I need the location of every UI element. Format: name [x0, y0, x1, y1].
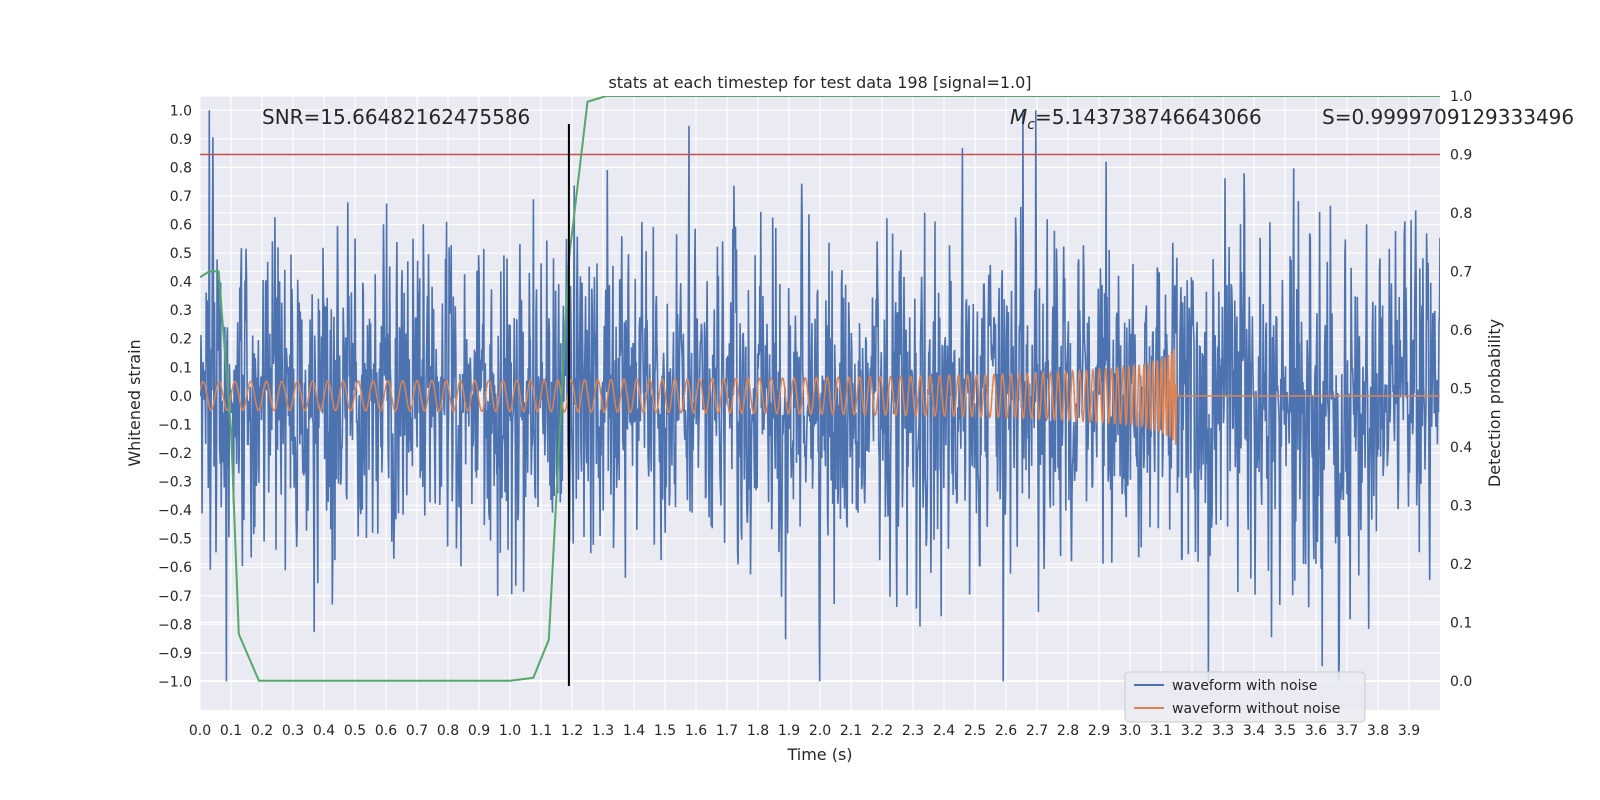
x-tick-label: 1.6 — [685, 723, 707, 739]
x-tick-label: 1.5 — [654, 723, 676, 739]
x-tick-label: 2.7 — [1026, 723, 1048, 739]
x-tick-label: 0.3 — [282, 723, 304, 739]
series-detection-probability — [200, 96, 1440, 682]
x-tick-label: 3.2 — [1181, 723, 1203, 739]
x-tick-label: 3.1 — [1150, 723, 1172, 739]
chirp-mass-value: =5.143738746643066 — [1035, 105, 1262, 129]
x-tick-label: 3.5 — [1274, 723, 1296, 739]
y2-tick-label: 0.5 — [1450, 381, 1472, 397]
x-axis-label: Time (s) — [786, 745, 852, 764]
y-axis-ticks: −1.0 −0.9 −0.8 −0.7 −0.6 −0.5 −0.4 −0.3 −0.2 −0.1… — [158, 103, 192, 690]
x-tick-label: 0.6 — [375, 723, 397, 739]
y2-axis-label: Detection probability — [1485, 319, 1504, 487]
x-tick-label: 3.8 — [1367, 723, 1389, 739]
legend-label-clean: waveform without noise — [1172, 701, 1340, 717]
x-tick-label: 0.0 — [189, 723, 211, 739]
legend: waveform with noise waveform without noi… — [1124, 671, 1366, 723]
y-tick-label: −0.7 — [158, 589, 192, 605]
y2-tick-label: 0.7 — [1450, 264, 1472, 280]
y-tick-label: 0.8 — [170, 160, 192, 176]
y-tick-label: 0.4 — [170, 275, 192, 291]
x-tick-label: 0.8 — [437, 723, 459, 739]
x-tick-label: 0.7 — [406, 723, 428, 739]
x-tick-label: 0.9 — [468, 723, 490, 739]
x-tick-label: 0.5 — [344, 723, 366, 739]
y-tick-label: 0.1 — [170, 360, 192, 376]
x-tick-label: 3.4 — [1243, 723, 1265, 739]
y-tick-label: −0.4 — [158, 503, 192, 519]
series-waveform-without-noise — [200, 348, 1440, 445]
y2-axis-ticks: 0.0 0.1 0.2 0.3 0.4 0.5 0.6 0.7 0.8 0.9 1.0 — [1450, 89, 1472, 690]
legend-box — [1124, 671, 1366, 723]
x-tick-label: 0.1 — [220, 723, 242, 739]
x-tick-label: 1.4 — [623, 723, 645, 739]
x-tick-label: 1.3 — [592, 723, 614, 739]
y2-tick-label: 0.6 — [1450, 323, 1472, 339]
y-tick-label: −1.0 — [158, 674, 192, 690]
y-tick-label: −0.6 — [158, 560, 192, 576]
y-tick-label: 0.5 — [170, 246, 192, 262]
legend-label-noise: waveform with noise — [1172, 678, 1317, 694]
y2-tick-label: 0.3 — [1450, 498, 1472, 514]
x-tick-label: 2.0 — [809, 723, 831, 739]
chirp-mass-annotation: Mc=5.143738746643066 — [1010, 105, 1262, 133]
y2-tick-label: 0.0 — [1450, 674, 1472, 690]
y-tick-label: −0.8 — [158, 617, 192, 633]
y2-tick-label: 0.4 — [1450, 440, 1472, 456]
y-tick-label: 0.3 — [170, 303, 192, 319]
x-tick-label: 0.2 — [251, 723, 273, 739]
y2-tick-label: 0.8 — [1450, 206, 1472, 222]
chirp-mass-symbol: M — [1010, 105, 1027, 129]
x-tick-label: 1.0 — [499, 723, 521, 739]
y2-tick-label: 0.2 — [1450, 557, 1472, 573]
y2-tick-label: 0.9 — [1450, 147, 1472, 163]
x-tick-label: 3.9 — [1398, 723, 1420, 739]
x-tick-label: 2.4 — [933, 723, 955, 739]
series-waveform-with-noise — [200, 110, 1440, 682]
y-tick-label: 0.6 — [170, 218, 192, 234]
x-tick-label: 3.0 — [1119, 723, 1141, 739]
snr-annotation: SNR=15.66482162475586 — [262, 105, 530, 129]
y-tick-label: −0.9 — [158, 646, 192, 662]
y-tick-label: 1.0 — [170, 103, 192, 119]
x-tick-label: 1.2 — [561, 723, 583, 739]
y-tick-label: 0.2 — [170, 332, 192, 348]
x-tick-label: 3.7 — [1336, 723, 1358, 739]
x-tick-label: 2.3 — [902, 723, 924, 739]
s-annotation: S=0.9999709129333496 — [1322, 105, 1574, 129]
chart-title: stats at each timestep for test data 198… — [608, 73, 1031, 92]
y2-tick-label: 0.1 — [1450, 615, 1472, 631]
plot-area — [200, 96, 1440, 686]
y-tick-label: −0.5 — [158, 532, 192, 548]
x-tick-label: 2.2 — [871, 723, 893, 739]
x-tick-label: 1.7 — [716, 723, 738, 739]
x-tick-label: 2.5 — [964, 723, 986, 739]
y-tick-label: 0.7 — [170, 189, 192, 205]
x-tick-label: 1.1 — [530, 723, 552, 739]
chirp-mass-subscript: c — [1027, 117, 1035, 133]
x-tick-label: 3.6 — [1305, 723, 1327, 739]
y2-tick-label: 1.0 — [1450, 89, 1472, 105]
x-tick-label: 1.9 — [778, 723, 800, 739]
x-tick-label: 2.6 — [995, 723, 1017, 739]
y-tick-label: −0.2 — [158, 446, 192, 462]
x-tick-label: 0.4 — [313, 723, 335, 739]
x-tick-label: 2.9 — [1088, 723, 1110, 739]
x-tick-label: 2.1 — [840, 723, 862, 739]
y-tick-label: 0.9 — [170, 132, 192, 148]
x-tick-label: 2.8 — [1057, 723, 1079, 739]
x-tick-label: 3.3 — [1212, 723, 1234, 739]
x-axis-ticks: 0.0 0.1 0.2 0.3 0.4 0.5 0.6 0.7 0.8 0.9 1.0 1.1 1.2 1… — [189, 723, 1420, 739]
y-tick-label: 0.0 — [170, 389, 192, 405]
x-tick-label: 1.8 — [747, 723, 769, 739]
y-axis-label: Whitened strain — [125, 339, 144, 466]
y-tick-label: −0.3 — [158, 475, 192, 491]
y-tick-label: −0.1 — [158, 417, 192, 433]
